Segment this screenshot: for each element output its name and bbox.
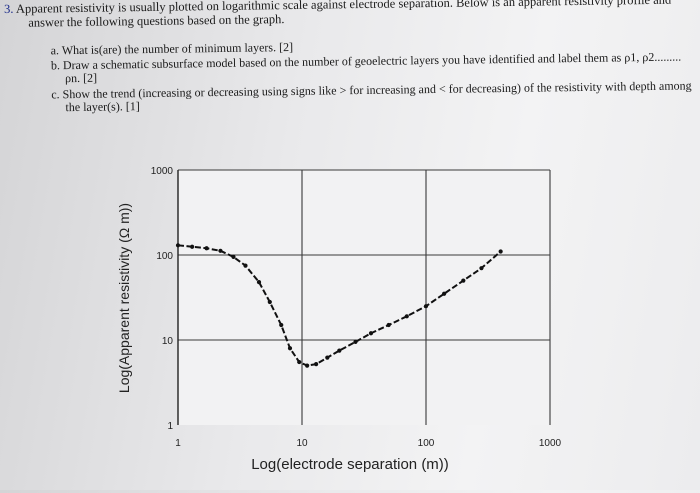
data-point <box>190 244 195 249</box>
y-tick-label: 1 <box>167 421 173 432</box>
question-intro: 3. Apparent resistivity is usually plott… <box>4 0 694 30</box>
resistivity-chart: 1 10 100 1000 1000 100 10 1 Log(electrode separ… <box>100 148 580 488</box>
data-point <box>204 246 209 251</box>
x-tick-label: 100 <box>418 438 435 449</box>
data-point <box>314 362 319 367</box>
data-point <box>279 322 284 328</box>
data-line <box>175 243 503 368</box>
data-point <box>461 278 466 283</box>
data-point <box>325 355 330 360</box>
data-point <box>404 314 409 319</box>
data-point <box>305 363 310 368</box>
x-axis-label: Log(electrode separation (m)) <box>251 456 449 473</box>
data-point <box>231 254 236 259</box>
data-point <box>368 331 374 336</box>
y-axis-label: Log(Apparent resistivity (Ω m)) <box>116 203 132 393</box>
data-point <box>256 279 262 285</box>
data-point <box>498 249 503 254</box>
data-point <box>267 299 272 305</box>
data-point <box>479 266 484 271</box>
data-point <box>175 243 181 248</box>
tick-labels: 1 10 100 1000 1000 100 10 1 <box>151 166 562 449</box>
data-point <box>218 248 223 253</box>
data-point <box>386 322 391 328</box>
data-point <box>337 348 342 353</box>
x-tick-label: 10 <box>296 438 308 449</box>
x-tick-label: 1000 <box>539 438 562 449</box>
question-number: 3. <box>4 1 14 16</box>
y-tick-label: 100 <box>156 251 173 262</box>
data-point <box>243 263 248 268</box>
x-tick-label: 1 <box>175 438 181 449</box>
series-line <box>177 244 502 367</box>
plot-area <box>178 170 550 425</box>
data-point <box>442 291 447 296</box>
grid <box>177 169 551 425</box>
data-point <box>287 346 293 351</box>
y-tick-label: 1000 <box>151 166 174 177</box>
chart-svg: 1 10 100 1000 1000 100 10 1 Log(electrode separ… <box>116 166 562 473</box>
sub-question-c: c. Show the trend (increasing or decreas… <box>5 78 695 115</box>
data-point <box>353 339 358 344</box>
data-point <box>423 304 429 309</box>
y-tick-label: 10 <box>162 336 174 347</box>
question-text: 3. Apparent resistivity is usually plott… <box>4 0 696 115</box>
data-point <box>297 359 302 365</box>
